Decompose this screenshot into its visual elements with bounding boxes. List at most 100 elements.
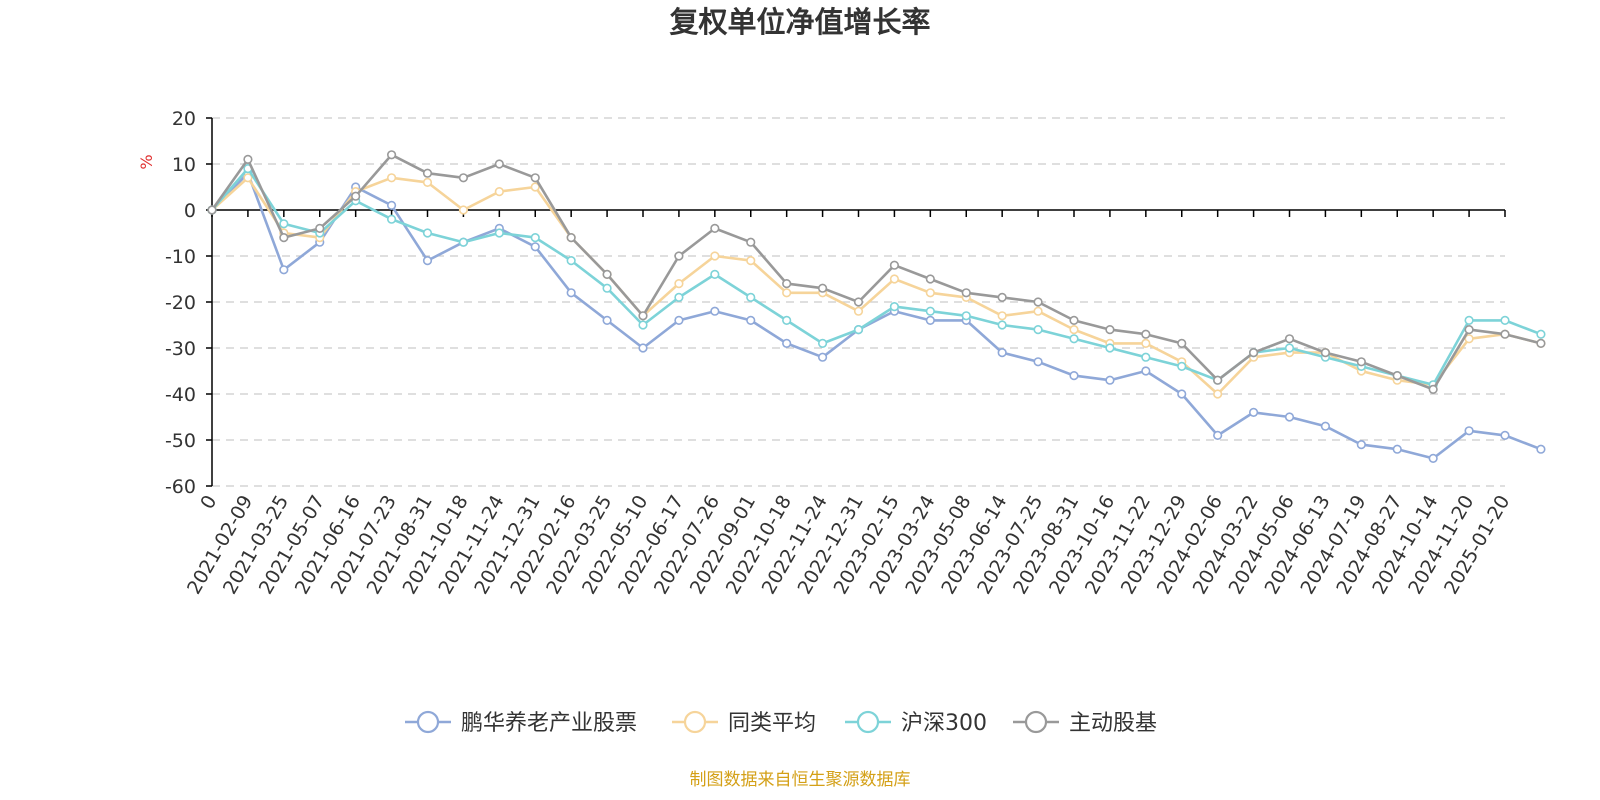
- series-point: [1500, 329, 1510, 339]
- series-point: [566, 233, 576, 243]
- series-point: [279, 265, 289, 275]
- legend-circle-icon: [416, 710, 440, 734]
- x-tick-label: 0: [196, 492, 221, 513]
- series-point: [458, 205, 469, 215]
- series-point: [422, 168, 433, 178]
- series-point: [1248, 407, 1259, 418]
- series-point: [1464, 334, 1474, 344]
- series-point: [1392, 371, 1402, 381]
- series-point: [1284, 334, 1295, 344]
- series-point: [782, 338, 792, 349]
- series-line-3: [211, 167, 1542, 387]
- legend-circle-icon: [1024, 710, 1048, 734]
- series-point: [961, 311, 971, 321]
- series-point: [1105, 375, 1115, 385]
- series-point: [925, 315, 935, 326]
- series-point: [1033, 357, 1043, 367]
- series-point: [386, 150, 397, 160]
- series-point: [386, 173, 397, 183]
- series-point: [674, 315, 684, 326]
- series-point: [925, 306, 935, 316]
- series-point: [1213, 430, 1223, 441]
- series-point: [422, 228, 433, 238]
- legend-item-2[interactable]: 同类平均: [672, 710, 816, 736]
- series-point: [1284, 343, 1295, 353]
- series-point: [315, 223, 325, 233]
- series-point: [1428, 384, 1438, 395]
- series-line-2: [211, 176, 1542, 396]
- series-point: [674, 292, 684, 303]
- series-point: [674, 279, 684, 289]
- legend-item-1[interactable]: 鹏华养老产业股票: [405, 710, 637, 736]
- series-point: [279, 233, 289, 243]
- series-point: [1033, 325, 1043, 335]
- series-point: [530, 173, 540, 183]
- series-point: [602, 283, 612, 293]
- legend-label: 鹏华养老产业股票: [461, 711, 637, 736]
- series-point: [1356, 357, 1366, 367]
- series-point: [853, 306, 864, 316]
- series-point: [351, 191, 361, 201]
- series-point: [853, 325, 864, 335]
- series-point: [1141, 352, 1151, 362]
- series-point: [746, 292, 756, 303]
- series-point: [782, 288, 792, 298]
- y-tick-label: -10: [165, 246, 196, 268]
- series-point: [458, 237, 469, 247]
- series-point: [530, 242, 540, 252]
- series-point: [422, 177, 433, 187]
- series-point: [710, 306, 720, 316]
- series-point: [243, 154, 253, 164]
- series-point: [279, 219, 289, 229]
- series-point: [997, 320, 1007, 330]
- legend-label: 同类平均: [728, 711, 816, 736]
- series-point: [1320, 421, 1331, 431]
- series-point: [1248, 348, 1259, 358]
- series-point: [710, 223, 720, 233]
- series-point: [853, 297, 864, 307]
- series-point: [889, 260, 900, 270]
- series-point: [1428, 453, 1438, 464]
- series-point: [530, 182, 540, 192]
- y-tick-label: 0: [184, 200, 196, 222]
- series-point: [1069, 334, 1079, 344]
- series-point: [602, 269, 612, 280]
- series-point: [1356, 440, 1366, 450]
- series-point: [602, 315, 612, 326]
- series-point: [1141, 329, 1151, 339]
- series-point: [1213, 389, 1223, 399]
- series-point: [1392, 444, 1402, 454]
- series-point: [566, 256, 576, 266]
- y-tick-label: -20: [165, 292, 196, 314]
- series-line-4: [210, 153, 1542, 391]
- series-line-1: [211, 171, 1542, 460]
- series-point: [638, 343, 648, 353]
- series-point: [674, 251, 684, 261]
- series-point: [494, 187, 504, 197]
- y-tick-label: 20: [172, 108, 196, 130]
- series-point: [1141, 338, 1151, 349]
- series-point: [1536, 329, 1546, 339]
- series-point: [638, 311, 648, 321]
- series-point: [243, 173, 253, 183]
- series-point: [925, 288, 935, 298]
- series-point: [530, 233, 540, 243]
- series-point: [1033, 306, 1043, 316]
- series-point: [1105, 325, 1115, 335]
- y-tick-label: -30: [165, 338, 196, 360]
- series-point: [1536, 444, 1546, 454]
- legend[interactable]: 鹏华养老产业股票 同类平均 沪深300 主动股基: [405, 710, 1157, 736]
- legend-item-3[interactable]: 沪深300: [845, 710, 987, 736]
- legend-label: 主动股基: [1069, 711, 1157, 736]
- series-point: [746, 256, 756, 266]
- series-lines: [207, 150, 1546, 464]
- chart-title: 复权单位净值增长率: [669, 5, 930, 39]
- series-point: [997, 311, 1007, 321]
- series-point: [1069, 371, 1079, 381]
- series-point: [961, 288, 971, 298]
- source-note: 制图数据来自恒生聚源数据库: [690, 770, 911, 790]
- legend-item-4[interactable]: 主动股基: [1013, 710, 1157, 736]
- series-point: [1177, 389, 1187, 399]
- series-point: [1141, 366, 1151, 376]
